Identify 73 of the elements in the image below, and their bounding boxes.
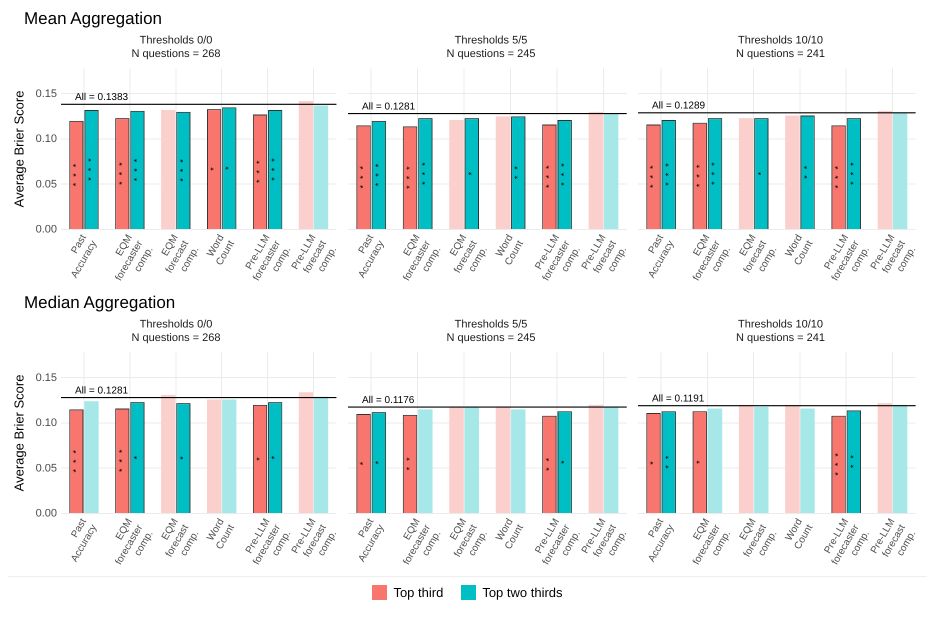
data-label: ***	[420, 156, 430, 185]
text: N questions = 268	[132, 332, 220, 344]
data-label: ***	[270, 152, 280, 181]
y-axis-title: Average Brier Score	[11, 374, 26, 492]
ref-line-label: All = 0.1176	[362, 394, 415, 406]
y-tick-label: 0.05	[36, 462, 58, 474]
data-label: ***	[710, 156, 720, 185]
data-label: ***	[132, 152, 142, 182]
chart-subtitle: Thresholds 10/10	[738, 34, 823, 47]
data-label: **	[802, 160, 812, 179]
ref-line-label: All = 0.1191	[652, 393, 705, 404]
ref-line-label: All = 0.1383	[75, 92, 129, 104]
data-label: *	[254, 451, 264, 461]
data-label: *	[132, 450, 142, 460]
data-label: **	[848, 449, 858, 468]
y-tick-label: 0.15	[36, 88, 58, 100]
data-label: ***	[559, 157, 570, 186]
text: N questions = 241	[736, 48, 825, 60]
ref-line-label: All = 0.1289	[652, 100, 706, 112]
chart-subtitle: Thresholds 10/10	[738, 318, 823, 331]
chart-subtitle: Thresholds 5/5	[454, 318, 528, 331]
data-label: ***	[86, 152, 96, 181]
data-label: ***	[648, 159, 658, 188]
data-label: *	[756, 166, 766, 176]
text: N questions = 241	[736, 332, 825, 344]
data-label: ***	[70, 158, 81, 186]
y-tick-label: 0.15	[36, 372, 58, 384]
chart-title: Median Aggregation	[23, 292, 176, 314]
data-label: ***	[404, 160, 414, 189]
data-label: *	[358, 456, 368, 466]
data-label: *	[648, 455, 658, 465]
legend-label: Top third	[393, 584, 444, 600]
y-tick-label: 0.10	[36, 133, 58, 146]
legend-label: Top two thirds	[482, 584, 563, 600]
ref-line-label: All = 0.1281	[75, 385, 129, 396]
y-tick-label: 0.05	[36, 178, 58, 190]
data-label: ***	[833, 447, 844, 476]
ref-line-label: All = 0.1281	[362, 101, 416, 112]
data-label: **	[404, 451, 414, 470]
data-label: **	[544, 452, 554, 471]
chart-title: Mean Aggregation	[23, 8, 163, 30]
data-label: **	[512, 160, 523, 180]
data-label: *	[208, 161, 219, 171]
y-tick-label: 0.00	[36, 508, 58, 520]
text: N questions = 245	[446, 332, 536, 344]
data-label: ***	[373, 158, 384, 186]
chart-subtitle: Thresholds 0/0	[140, 318, 212, 331]
y-tick-label: 0.10	[36, 417, 58, 430]
data-label: ***	[70, 444, 81, 472]
y-tick-label: 0.00	[36, 224, 58, 236]
data-label: ***	[833, 160, 844, 188]
data-label: ***	[116, 156, 127, 185]
data-label: *	[466, 166, 476, 176]
data-label: *	[178, 450, 188, 460]
data-label: ***	[848, 156, 858, 185]
data-label: *	[224, 160, 234, 170]
data-label: ***	[178, 153, 188, 182]
data-label: ***	[544, 159, 554, 188]
text: N questions = 268	[132, 48, 220, 60]
data-label: *	[559, 454, 570, 464]
text: N questions = 245	[446, 48, 536, 60]
data-label: ***	[663, 157, 674, 186]
data-label: ***	[694, 158, 704, 188]
data-label: *	[270, 450, 280, 460]
data-label: ***	[116, 443, 127, 472]
data-label: *	[373, 454, 384, 464]
chart-subtitle: Thresholds 0/0	[140, 34, 212, 47]
data-label: ***	[254, 154, 264, 184]
data-label: ***	[358, 160, 368, 188]
y-axis-title: Average Brier Score	[11, 90, 26, 208]
data-label: **	[663, 450, 674, 469]
data-label: *	[694, 454, 704, 464]
chart-subtitle: Thresholds 5/5	[454, 34, 528, 47]
